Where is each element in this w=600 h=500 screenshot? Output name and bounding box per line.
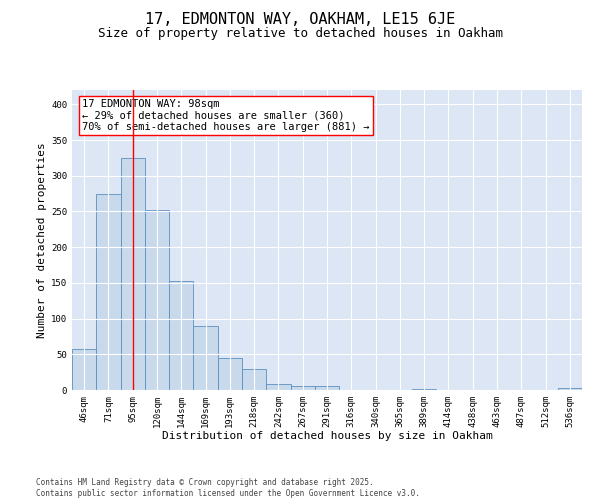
Bar	[412, 388, 436, 390]
Bar	[558, 388, 582, 390]
Bar	[266, 384, 290, 390]
Text: 17, EDMONTON WAY, OAKHAM, LE15 6JE: 17, EDMONTON WAY, OAKHAM, LE15 6JE	[145, 12, 455, 28]
Text: Size of property relative to detached houses in Oakham: Size of property relative to detached ho…	[97, 28, 503, 40]
Bar	[193, 326, 218, 390]
Y-axis label: Number of detached properties: Number of detached properties	[37, 142, 47, 338]
Bar	[121, 158, 145, 390]
Text: 17 EDMONTON WAY: 98sqm
← 29% of detached houses are smaller (360)
70% of semi-de: 17 EDMONTON WAY: 98sqm ← 29% of detached…	[82, 99, 370, 132]
Bar	[145, 210, 169, 390]
Bar	[96, 194, 121, 390]
Bar	[72, 348, 96, 390]
Bar	[218, 358, 242, 390]
Bar	[242, 370, 266, 390]
X-axis label: Distribution of detached houses by size in Oakham: Distribution of detached houses by size …	[161, 432, 493, 442]
Bar	[290, 386, 315, 390]
Text: Contains HM Land Registry data © Crown copyright and database right 2025.
Contai: Contains HM Land Registry data © Crown c…	[36, 478, 420, 498]
Bar	[169, 280, 193, 390]
Bar	[315, 386, 339, 390]
